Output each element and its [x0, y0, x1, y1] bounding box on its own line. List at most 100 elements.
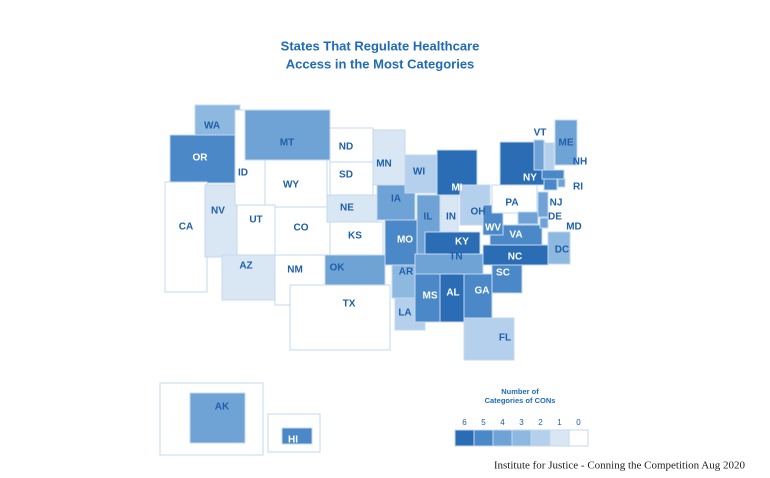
state-label: MA: [575, 170, 591, 181]
state-label: WI: [413, 167, 425, 178]
state-label: MS: [423, 291, 438, 302]
state-label: ID: [238, 168, 248, 179]
state-label: KY: [455, 237, 469, 248]
state-label: ME: [559, 138, 574, 149]
state-label: VA: [509, 230, 522, 241]
state-label: IN: [446, 212, 456, 223]
state-label: OK: [330, 263, 346, 274]
state-label: KS: [348, 231, 362, 242]
state-label: NE: [340, 203, 354, 214]
state-label: DE: [548, 212, 562, 223]
state-label: CO: [294, 223, 309, 234]
legend-label: 1: [557, 418, 562, 427]
state-label: TX: [343, 299, 356, 310]
legend-label: 6: [462, 418, 467, 427]
state: [541, 169, 565, 180]
state-label: IA: [391, 194, 401, 205]
map: WA OR CA NV ID MT WY UT CO AZ NM ND SD NE KS OK TX MN IA MO…: [164, 104, 591, 446]
state-label: CT: [575, 196, 588, 207]
state: [204, 184, 238, 258]
state-label: RI: [573, 182, 583, 193]
state: [221, 254, 276, 301]
state: [463, 317, 515, 361]
state-label: IL: [424, 212, 433, 223]
state-label: MN: [376, 159, 392, 170]
state: [539, 217, 549, 229]
legend-label: 0: [576, 418, 581, 427]
state: [491, 264, 523, 294]
state-label: MO: [397, 235, 413, 246]
state-label: AL: [446, 288, 459, 299]
source: Institute for Justice - Conning the Comp…: [494, 460, 746, 472]
state: [557, 178, 566, 188]
state: [236, 204, 276, 256]
state-label: WY: [283, 180, 299, 191]
state-label: FL: [499, 333, 511, 344]
state: [517, 211, 539, 225]
state-label: NM: [287, 265, 303, 276]
state-label: WV: [485, 223, 501, 234]
state: [463, 273, 493, 319]
legend-swatch: [454, 429, 475, 447]
state-label: NC: [508, 252, 522, 263]
state: [547, 231, 571, 265]
state-label: NJ: [550, 198, 563, 209]
legend-title: Number of: [501, 387, 539, 396]
state-label: NV: [211, 206, 225, 217]
state-label: GA: [475, 286, 490, 297]
legend-swatch: [530, 429, 551, 447]
state: [414, 273, 441, 323]
state: [533, 139, 545, 171]
state: [281, 427, 313, 445]
state-label: OH: [471, 207, 486, 218]
state-label: PA: [505, 198, 518, 209]
state: [329, 127, 374, 163]
state-label: HI: [288, 435, 298, 446]
state: [324, 254, 386, 286]
state-label: TN: [449, 252, 462, 263]
state-label: MI: [451, 183, 462, 194]
state-label: OR: [193, 153, 209, 164]
legend-swatch: [549, 429, 570, 447]
state-label: UT: [249, 215, 262, 226]
state-label: CA: [179, 222, 193, 233]
legend-label: 5: [481, 418, 486, 427]
state: [372, 129, 406, 186]
state: [189, 392, 246, 444]
state-label: NH: [573, 157, 587, 168]
hawaii-inset: [267, 413, 321, 453]
state: [554, 119, 578, 166]
state-label: SC: [496, 268, 510, 279]
state: [264, 159, 328, 208]
state-label: SD: [339, 170, 353, 181]
state: [404, 154, 438, 194]
legend: 6 5 4 3 2 1 0: [454, 418, 589, 447]
title-line: States That Regulate Healthcare: [281, 38, 480, 53]
state-label: VT: [534, 128, 547, 139]
state-label: AK: [215, 402, 230, 413]
alaska-inset: [159, 382, 264, 456]
state: [164, 181, 208, 293]
legend-swatch: [473, 429, 494, 447]
title-line: Access in the Most Categories: [286, 56, 475, 71]
state-label: WA: [204, 121, 220, 132]
state: [543, 178, 558, 191]
state-label: NY: [523, 173, 537, 184]
state: [244, 109, 331, 161]
state: [439, 273, 465, 323]
legend-label: 3: [519, 418, 524, 427]
state-label: AZ: [239, 261, 252, 272]
state-label: AR: [399, 267, 414, 278]
state: [289, 284, 391, 351]
legend-swatch: [511, 429, 532, 447]
state: [329, 221, 384, 256]
state-label: ND: [339, 142, 353, 153]
legend-title: Categories of CONs: [485, 396, 556, 405]
state: [544, 142, 555, 174]
state-label: DC: [555, 245, 569, 256]
state: [537, 191, 549, 218]
legend-label: 4: [500, 418, 505, 427]
state: [436, 149, 478, 196]
state-label: MT: [280, 138, 294, 149]
